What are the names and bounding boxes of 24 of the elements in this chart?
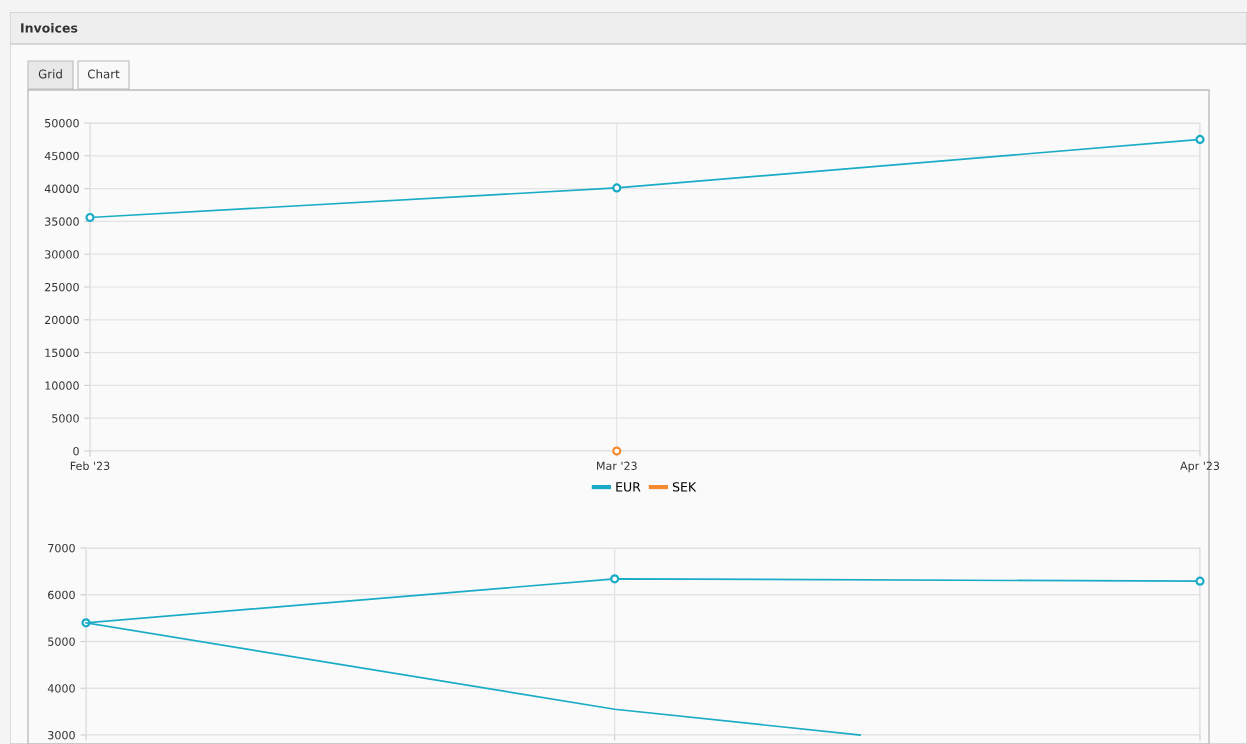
y-tick-label: 7000 <box>48 543 75 553</box>
y-tick-label: 15000 <box>45 348 79 357</box>
legend-label: EUR <box>616 482 641 492</box>
text: Chart <box>87 69 120 79</box>
y-tick-label: 0 <box>73 446 79 456</box>
y-tick-label: 35000 <box>45 217 79 226</box>
chart-title: Invoices <box>21 22 78 33</box>
y-tick-label: 40000 <box>44 184 79 193</box>
y-tick-label: 4000 <box>47 684 75 693</box>
x-tick-label: Mar '23 <box>597 461 637 471</box>
y-tick-label: 6000 <box>48 590 75 600</box>
y-tick-label: 30000 <box>45 250 79 259</box>
text: Grid <box>38 69 62 79</box>
y-tick-label: 5000 <box>52 414 79 423</box>
y-tick-label: 10000 <box>45 381 79 390</box>
y-tick-label: 5000 <box>48 637 75 646</box>
legend-label: SEK <box>672 482 697 492</box>
y-tick-label: 45000 <box>44 151 79 161</box>
x-tick-label: Apr '23 <box>1180 461 1220 473</box>
y-tick-label: 25000 <box>45 282 79 292</box>
y-tick-label: 20000 <box>45 315 79 325</box>
y-tick-label: 50000 <box>45 118 79 128</box>
x-tick-label: Feb '23 <box>70 461 110 471</box>
y-tick-label: 3000 <box>48 730 75 740</box>
